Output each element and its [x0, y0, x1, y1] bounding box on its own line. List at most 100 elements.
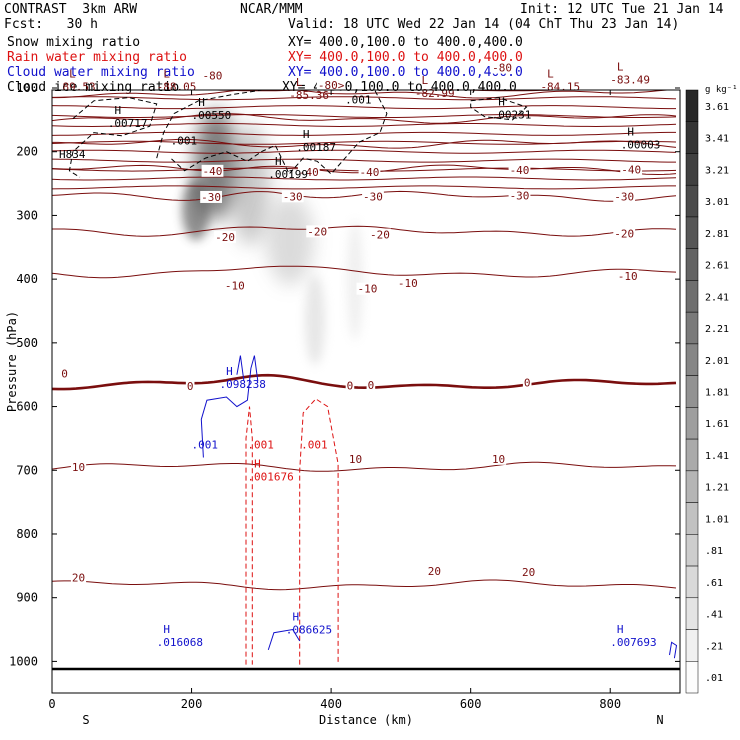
cloud-water-contour [669, 641, 678, 659]
y-tick-label: 800 [16, 527, 38, 541]
colorbar-cell [685, 121, 699, 154]
extremum-mark: H [254, 457, 261, 470]
temperature-label: 20 [72, 571, 85, 584]
label-mask [306, 225, 329, 238]
colorbar-cell [685, 184, 699, 218]
legend-rain-xy: XY= 400.0,100.0 to 400.0,400.0 [288, 50, 523, 65]
temperature-label: -20 [215, 231, 235, 244]
extremum-mark: L [422, 74, 429, 87]
temperature-label: -30 [614, 190, 634, 203]
temperature-label: -20 [307, 225, 327, 238]
colorbar-cell [685, 248, 699, 281]
colorbar-cell [685, 407, 699, 440]
temperature-label: 10 [72, 461, 85, 474]
colorbar-label: 1.01 [705, 514, 729, 525]
isotherm-line [52, 185, 676, 190]
colorbar-cell [685, 89, 699, 122]
isotherm-line [52, 105, 676, 110]
label-mask [297, 166, 320, 179]
isotherm-line [52, 113, 677, 124]
colorbar-label: 2.41 [705, 292, 729, 303]
isotherm-line [52, 225, 677, 237]
temperature-label: 0 [347, 380, 354, 393]
colorbar-label: 3.21 [705, 165, 729, 176]
temperature-label: -10 [225, 280, 245, 293]
extremum-mark: L [69, 68, 76, 81]
cloud-water-contour [236, 355, 245, 382]
extremum-mark: H [163, 623, 170, 636]
temperature-label: -30 [363, 190, 383, 203]
valid-time: Valid: 18 UTC Wed 22 Jan 14 (04 ChT Thu … [288, 17, 680, 32]
temperature-label: -30 [283, 190, 303, 203]
colorbar-label: .61 [705, 578, 723, 589]
colorbar-cell [685, 343, 699, 376]
colorbar-label: 1.61 [705, 419, 729, 430]
extremum-value: H834 [59, 148, 86, 161]
extremum-value: .001 [301, 439, 328, 452]
label-mask [200, 190, 222, 203]
extremum-value: .00003 [621, 139, 661, 152]
temperature-label: -40 [299, 166, 319, 179]
colorbar-label: 2.81 [705, 229, 729, 240]
forecast-hour: Fcst: 30 h [4, 17, 98, 32]
label-mask [616, 269, 639, 282]
colorbar-label: .41 [705, 610, 723, 621]
extremum-value: -83.49 [610, 74, 650, 87]
temperature-label: 0 [524, 376, 531, 389]
label-mask [426, 564, 442, 577]
extremum-mark: H [498, 96, 505, 109]
colorbar-cell [685, 565, 699, 599]
extremum-mark: L [617, 61, 624, 74]
isotherm-line [52, 138, 677, 149]
extremum-value: .098238 [219, 378, 265, 391]
temperature-label: 0 [61, 367, 68, 380]
extremum-mark: H [292, 610, 299, 623]
colorbar-cell [685, 311, 699, 345]
extremum-value: .00199 [268, 168, 308, 181]
isotherm-line [52, 158, 676, 163]
y-tick-label: 300 [16, 208, 38, 222]
colorbar-unit: g kg⁻¹ [705, 85, 738, 95]
x-start-label: S [82, 713, 89, 727]
label-mask [508, 189, 531, 202]
temperature-label: -80> [318, 79, 345, 92]
label-mask [70, 461, 87, 474]
colorbar-cell [685, 438, 699, 472]
temperature-label: -80 [492, 62, 512, 75]
label-mask [613, 227, 636, 240]
extremum-mark: L [296, 76, 303, 89]
extremum-value: .00231 [492, 109, 532, 122]
extremum-value: .00550 [192, 109, 232, 122]
y-tick-label: 700 [16, 463, 38, 477]
temperature-label: -40 [621, 164, 641, 177]
extremum-value: -85.36 [289, 89, 329, 102]
extremum-value: .001676 [247, 470, 293, 483]
extremum-value: -82.99 [415, 87, 455, 100]
extremum-value: -88.05 [157, 81, 197, 94]
colorbar-cell [685, 597, 699, 630]
extremum-value: 89.53 [62, 81, 95, 94]
colorbar-cell [685, 534, 699, 567]
colorbar-cell [685, 629, 699, 662]
extremum-mark: H [226, 365, 233, 378]
isotherm-line [52, 176, 677, 181]
isotherm-line [52, 373, 677, 391]
extremum-value: .001 [192, 439, 219, 452]
colorbar-label: .81 [705, 546, 723, 557]
colorbar-label: 1.81 [705, 388, 729, 399]
isotherm-line [52, 265, 677, 279]
cloud-ice-contour [68, 97, 158, 178]
colorbar-label: 1.41 [705, 451, 729, 462]
label-mask [508, 164, 531, 177]
y-tick-label: 200 [16, 145, 38, 159]
label-mask [522, 376, 532, 389]
legend-cloud-water-label: Cloud water mixing ratio [7, 65, 195, 80]
isotherm-line [52, 461, 677, 472]
y-tick-label: 600 [16, 400, 38, 414]
x-tick-label: 600 [460, 697, 482, 711]
label-mask [347, 452, 364, 465]
legend-snow-label: Snow mixing ratio [7, 35, 141, 50]
temperature-label: 0 [368, 379, 375, 392]
x-axis-label: Distance (km) [319, 713, 413, 727]
colorbar-label: .21 [705, 641, 723, 652]
